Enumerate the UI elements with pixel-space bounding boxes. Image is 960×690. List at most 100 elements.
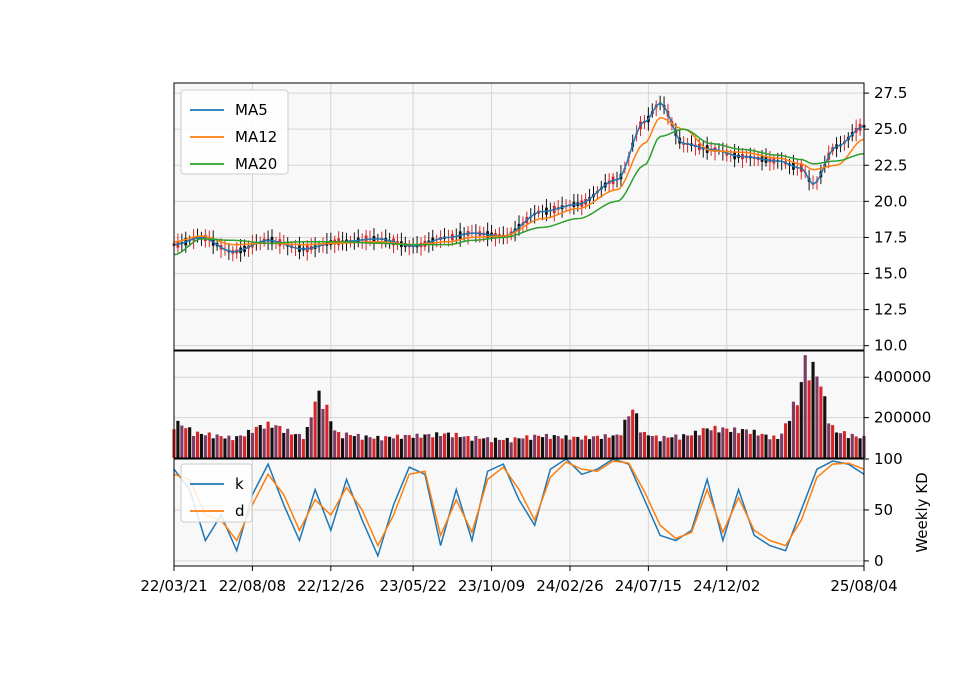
volume-bar	[368, 437, 372, 458]
volume-bar	[325, 404, 329, 458]
x-tick-label: 22/03/21	[140, 577, 207, 595]
volume-bar	[846, 438, 850, 458]
kd-y-tick-label: 50	[874, 501, 893, 519]
volume-bar	[760, 433, 764, 458]
volume-bar	[395, 434, 400, 458]
volume-bar	[439, 436, 443, 458]
volume-bar	[246, 429, 251, 458]
x-tick-label: 23/10/09	[458, 577, 525, 595]
volume-bar	[560, 438, 564, 458]
x-tick-label: 24/07/15	[615, 577, 682, 595]
volume-bar	[380, 440, 384, 458]
volume-bar	[776, 439, 780, 458]
volume-bar	[235, 436, 239, 458]
x-tick-label: 24/12/02	[693, 577, 760, 595]
volume-bar	[662, 435, 666, 458]
volume-bar	[278, 425, 282, 458]
volume-bar	[615, 434, 619, 458]
volume-bar	[482, 438, 486, 458]
volume-bar	[764, 434, 768, 458]
volume-bar	[580, 439, 584, 458]
volume-bar	[568, 439, 572, 458]
kd-legend-label: k	[235, 475, 244, 493]
volume-bar	[697, 435, 701, 458]
volume-bar	[807, 380, 811, 458]
volume-bar	[646, 435, 650, 458]
volume-bar	[243, 436, 247, 458]
volume-bar	[372, 438, 376, 458]
volume-bar	[795, 405, 799, 458]
volume-bar	[591, 436, 596, 458]
series-line-ma12	[173, 116, 865, 246]
volume-bar	[682, 434, 686, 458]
volume-bar	[344, 432, 349, 458]
volume-bar	[619, 435, 623, 458]
volume-bar	[725, 428, 729, 458]
volume-bar	[486, 437, 490, 458]
volume-bar	[701, 428, 705, 458]
volume-bar	[823, 396, 827, 458]
volume-bar	[352, 436, 356, 458]
volume-bar	[784, 423, 788, 458]
volume-bar	[341, 438, 345, 458]
volume-bar	[729, 431, 733, 458]
x-tick-label: 23/05/22	[379, 577, 446, 595]
volume-bar	[736, 433, 741, 458]
volume-bar	[517, 438, 521, 458]
volume-bar	[768, 439, 772, 458]
volume-bar	[466, 436, 470, 458]
volume-bar	[780, 433, 784, 458]
volume-bar	[239, 435, 243, 458]
volume-bar	[337, 432, 341, 458]
volume-bar	[297, 434, 302, 458]
volume-bar	[733, 427, 737, 458]
volume-bar	[262, 428, 266, 458]
volume-bar	[713, 425, 717, 458]
volume-bar	[223, 438, 227, 458]
volume-bar	[599, 438, 603, 458]
volume-bar	[721, 427, 725, 458]
volume-bar-group	[172, 355, 866, 458]
volume-bar	[313, 401, 317, 458]
volume-bar	[658, 441, 662, 458]
volume-bar	[195, 431, 200, 458]
volume-bar	[642, 431, 647, 458]
price-legend-box	[180, 89, 289, 175]
volume-bar	[411, 437, 415, 458]
volume-bar	[666, 437, 670, 458]
kd-y-tick-label: 100	[874, 450, 903, 468]
volume-bar	[274, 425, 278, 458]
volume-bar	[603, 434, 607, 458]
volume-bar	[180, 425, 184, 458]
volume-bar	[493, 437, 498, 458]
volume-bar	[219, 436, 223, 458]
volume-bar	[286, 428, 290, 458]
volume-bar	[364, 435, 368, 458]
volume-bar	[815, 376, 819, 458]
volume-bar	[588, 439, 592, 458]
volume-bar	[329, 421, 333, 458]
volume-bar	[192, 435, 196, 458]
volume-bar	[748, 433, 752, 458]
price-y-tick-label: 12.5	[874, 301, 907, 319]
volume-bar	[819, 386, 823, 458]
price-legend: MA5 MA12 MA20	[180, 89, 289, 175]
x-tick-label: 22/12/26	[297, 577, 364, 595]
volume-bar	[497, 439, 501, 458]
price-y-tick-label: 20.0	[874, 192, 907, 210]
volume-bar	[638, 432, 643, 458]
volume-bar	[803, 355, 807, 458]
x-tick-label: 25/08/04	[830, 577, 897, 595]
volume-bar	[207, 432, 211, 458]
volume-bar	[309, 417, 313, 458]
price-panel-frame	[173, 82, 865, 351]
kd-legend: kd	[180, 463, 253, 523]
volume-bar	[693, 430, 697, 458]
volume-y-tick-label: 400000	[874, 368, 931, 386]
price-y-tick-label: 17.5	[874, 228, 907, 246]
volume-bar	[250, 432, 254, 458]
kd-y-tick-label: 0	[874, 552, 884, 570]
price-y-tick-label: 25.0	[874, 120, 907, 138]
